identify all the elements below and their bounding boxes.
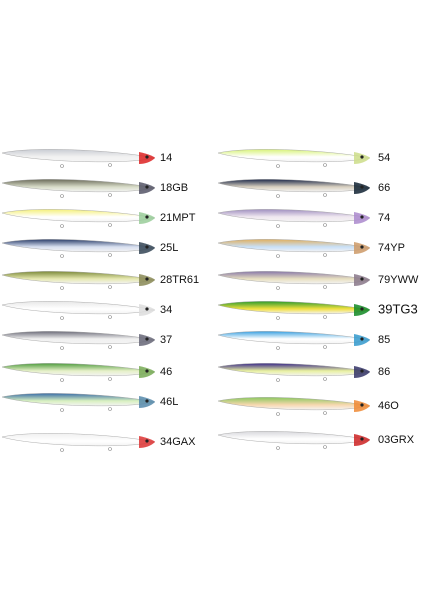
lure-eye: [145, 155, 149, 159]
hook-eye: [60, 194, 64, 198]
hook-eye: [108, 223, 112, 227]
lure-eye: [145, 185, 149, 189]
hook-eye: [276, 316, 280, 320]
lure-eye: [360, 337, 364, 341]
hook-eye: [323, 223, 327, 227]
lure-eye: [360, 369, 364, 373]
hook-eye: [276, 224, 280, 228]
lure-eye: [145, 337, 149, 341]
hook-eye: [108, 407, 112, 411]
lure-eye: [360, 185, 364, 189]
lure-code: 46: [160, 366, 172, 378]
lure-code: 03GRX: [378, 434, 415, 446]
lure-code: 74: [378, 212, 390, 224]
lure-code: 25L: [160, 242, 178, 254]
hook-eye: [276, 412, 280, 416]
lure-code: 21MPT: [160, 212, 196, 224]
lure-eye: [360, 277, 364, 281]
lure-eye: [145, 399, 149, 403]
hook-eye: [323, 193, 327, 197]
hook-eye: [60, 346, 64, 350]
lure-code: 66: [378, 182, 390, 194]
lure-eye: [145, 215, 149, 219]
lure-code: 74YP: [378, 242, 405, 254]
hook-eye: [60, 408, 64, 412]
hook-eye: [276, 446, 280, 450]
hook-eye: [108, 345, 112, 349]
hook-eye: [323, 377, 327, 381]
hook-eye: [60, 378, 64, 382]
lure-code: 46L: [160, 396, 178, 408]
hook-eye: [323, 411, 327, 415]
lure-eye: [145, 307, 149, 311]
lure-code: 34: [160, 304, 172, 316]
hook-eye: [276, 164, 280, 168]
lure-eye: [360, 403, 364, 407]
hook-eye: [323, 253, 327, 257]
lure-eye: [360, 155, 364, 159]
hook-eye: [108, 377, 112, 381]
lure-code: 37: [160, 334, 172, 346]
lure-eye: [360, 215, 364, 219]
hook-eye: [60, 224, 64, 228]
lure-code: 14: [160, 152, 172, 164]
lure-code: 46O: [378, 400, 399, 412]
lure-code: 85: [378, 334, 390, 346]
hook-eye: [323, 163, 327, 167]
hook-eye: [276, 194, 280, 198]
hook-eye: [108, 163, 112, 167]
hook-eye: [108, 315, 112, 319]
lure-eye: [360, 437, 364, 441]
lure-eye: [145, 369, 149, 373]
hook-eye: [108, 447, 112, 451]
lure-eye: [360, 245, 364, 249]
hook-eye: [323, 315, 327, 319]
lure-eye: [145, 277, 149, 281]
hook-eye: [276, 346, 280, 350]
hook-eye: [323, 345, 327, 349]
hook-eye: [276, 286, 280, 290]
hook-eye: [108, 285, 112, 289]
hook-eye: [60, 286, 64, 290]
hook-eye: [60, 448, 64, 452]
hook-eye: [276, 254, 280, 258]
hook-eye: [60, 164, 64, 168]
lure-code: 34GAX: [160, 436, 196, 448]
hook-eye: [108, 253, 112, 257]
lure-code: 79YWW: [378, 274, 419, 286]
hook-eye: [323, 445, 327, 449]
hook-eye: [276, 378, 280, 382]
lure-code: 18GB: [160, 182, 188, 194]
hook-eye: [60, 254, 64, 258]
lure-code: 54: [378, 152, 390, 164]
lure-eye: [145, 245, 149, 249]
lure-code: 39TG3: [378, 301, 418, 316]
hook-eye: [60, 316, 64, 320]
hook-eye: [323, 285, 327, 289]
lure-code: 86: [378, 366, 390, 378]
lure-code: 28TR61: [160, 274, 199, 286]
lure-eye: [145, 439, 149, 443]
lure-eye: [360, 307, 364, 311]
hook-eye: [108, 193, 112, 197]
